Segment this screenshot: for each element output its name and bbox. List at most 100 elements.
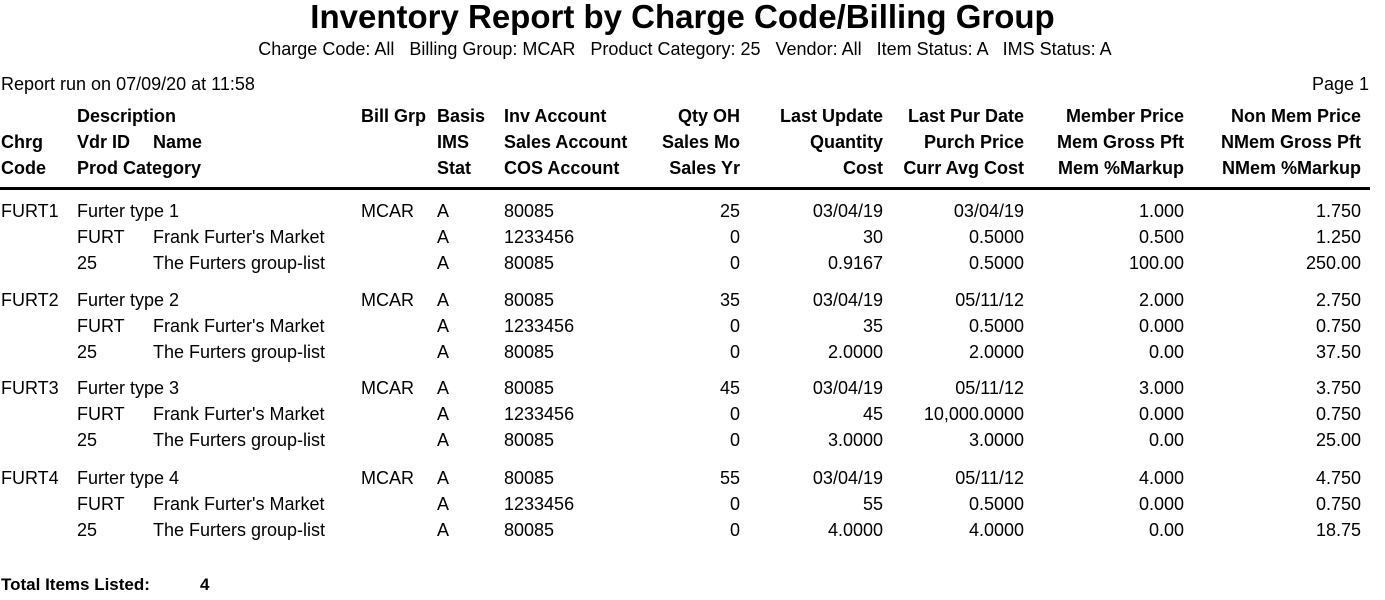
item-cat-name: The Furters group-list [153,252,326,273]
item-basis: A [437,290,450,310]
header-desc-3: Prod Category [77,158,202,178]
item-last-pur-date: 05/11/12 [955,378,1024,398]
item-cat-name: The Furters group-list [153,341,326,362]
item-cos-account: 80085 [504,341,555,362]
header-desc-2: Vdr ID [77,132,131,152]
item-avg-cost: 2.0000 [968,341,1024,362]
item-purch-price: 10,000.0000 [923,403,1024,424]
item-nmem-markup: 18.75 [1315,519,1361,540]
header-basis-2: IMS [437,132,470,152]
item-ims: A [437,493,450,514]
item-code: FURT4 [1,468,59,488]
item-mem-gross: 0.000 [1138,493,1184,514]
header-desc-1: Description [77,106,177,126]
item-nmem-markup: 250.00 [1305,252,1361,273]
header-lastupd-3: Cost [843,158,883,178]
item-stat: A [437,341,450,362]
item-last-update: 03/04/19 [812,201,883,221]
item-inv-account: 80085 [504,468,555,488]
item-basis: A [437,378,450,398]
item-vendor-name: Frank Furter's Market [153,493,325,514]
item-nonmem-price: 1.750 [1315,201,1361,221]
item-prod-cat: 25 [77,519,98,540]
item-cat-name: The Furters group-list [153,429,326,450]
item-sales-yr: 0 [729,519,740,540]
item-nonmem-price: 3.750 [1315,378,1361,398]
item-mem-markup: 100.00 [1128,252,1184,273]
item-sales-yr: 0 [729,252,740,273]
item-code: FURT3 [1,378,59,398]
item-avg-cost: 4.0000 [968,519,1024,540]
item-prod-cat: 25 [77,252,98,273]
item-cost: 4.0000 [827,519,883,540]
header-lastupd-2: Quantity [809,132,883,152]
header-member-2: Mem Gross Pft [1056,132,1184,152]
item-cost: 2.0000 [827,341,883,362]
item-cat-name: The Furters group-list [153,519,326,540]
header-qty-1: Qty OH [677,106,740,126]
item-qty-oh: 45 [719,378,740,398]
item-mem-markup: 0.00 [1148,429,1184,450]
item-mem-markup: 0.00 [1148,341,1184,362]
item-ims: A [437,226,450,247]
item-basis: A [437,201,450,221]
item-sales-account: 1233456 [504,315,575,336]
page-number: Page 1 [1311,74,1369,94]
item-member-price: 4.000 [1138,468,1184,488]
item-quantity: 45 [862,403,883,424]
item-code: FURT1 [1,201,59,221]
header-lastupd-1: Last Update [779,106,883,126]
item-vdr-id: FURT [77,493,125,514]
item-purch-price: 0.5000 [968,315,1024,336]
header-lastpur-1: Last Pur Date [907,106,1024,126]
header-billgrp-1: Bill Grp [361,106,427,126]
item-inv-account: 80085 [504,290,555,310]
item-sales-mo: 0 [729,315,740,336]
item-member-price: 3.000 [1138,378,1184,398]
item-stat: A [437,519,450,540]
item-mem-gross: 0.000 [1138,403,1184,424]
item-mem-gross: 0.500 [1138,226,1184,247]
item-description: Furter type 2 [77,290,180,310]
item-ims: A [437,403,450,424]
item-last-update: 03/04/19 [812,290,883,310]
item-avg-cost: 0.5000 [968,252,1024,273]
item-purch-price: 0.5000 [968,493,1024,514]
item-bill-grp: MCAR [361,378,414,398]
item-cost: 3.0000 [827,429,883,450]
report-title: Inventory Report by Charge Code/Billing … [310,0,1055,35]
item-cost: 0.9167 [827,252,883,273]
item-code: FURT2 [1,290,59,310]
total-items-label: Total Items Listed: [1,575,150,594]
item-sales-mo: 0 [729,403,740,424]
item-last-pur-date: 05/11/12 [955,290,1024,310]
total-items-value: 4 [200,575,210,594]
header-member-3: Mem %Markup [1057,158,1184,178]
item-cos-account: 80085 [504,252,555,273]
item-description: Furter type 3 [77,378,180,398]
item-sales-account: 1233456 [504,226,575,247]
item-sales-yr: 0 [729,341,740,362]
item-quantity: 30 [862,226,883,247]
item-purch-price: 0.5000 [968,226,1024,247]
header-basis-3: Stat [437,158,472,178]
item-description: Furter type 4 [77,468,180,488]
item-sales-yr: 0 [729,429,740,450]
item-ims: A [437,315,450,336]
report-run-info: Report run on 07/09/20 at 11:58 [1,74,255,94]
item-cos-account: 80085 [504,429,555,450]
item-inv-account: 80085 [504,378,555,398]
item-last-pur-date: 05/11/12 [955,468,1024,488]
item-qty-oh: 55 [719,468,740,488]
header-member-1: Member Price [1065,106,1184,126]
item-nmem-gross: 0.750 [1315,315,1361,336]
header-name-2: Name [153,132,203,152]
item-member-price: 1.000 [1138,201,1184,221]
header-chrg-2: Chrg [1,132,43,152]
item-sales-account: 1233456 [504,403,575,424]
item-last-update: 03/04/19 [812,468,883,488]
item-vdr-id: FURT [77,315,125,336]
item-nmem-gross: 0.750 [1315,493,1361,514]
item-mem-gross: 0.000 [1138,315,1184,336]
header-nonmem-3: NMem %Markup [1221,158,1361,178]
